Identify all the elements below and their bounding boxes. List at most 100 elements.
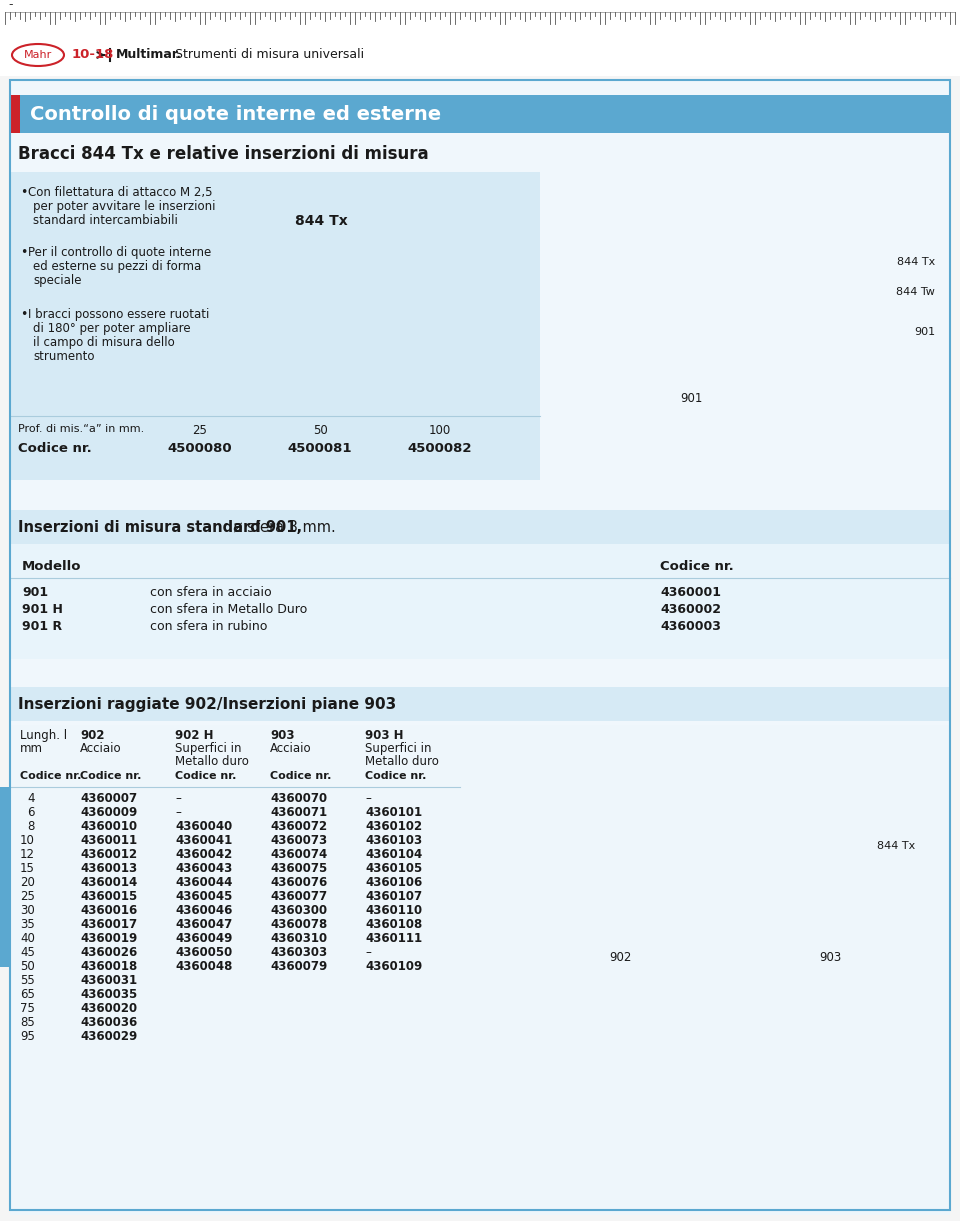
Text: 903: 903: [270, 729, 295, 742]
Text: –: –: [365, 946, 371, 958]
Text: 10-18: 10-18: [72, 49, 114, 61]
Text: 844 Tx: 844 Tx: [876, 841, 915, 851]
Text: 4360026: 4360026: [80, 946, 137, 958]
Bar: [0, 0, 960, 76]
Text: con sfera in Metallo Duro: con sfera in Metallo Duro: [150, 603, 307, 617]
Text: 4360048: 4360048: [175, 960, 232, 973]
Text: 4360035: 4360035: [80, 988, 137, 1001]
Text: 12: 12: [20, 849, 35, 861]
Text: standard intercambiabili: standard intercambiabili: [33, 214, 178, 227]
Bar: [10, 687, 950, 720]
Text: 20: 20: [20, 875, 35, 889]
Text: 4360108: 4360108: [365, 918, 422, 930]
Text: 903 H: 903 H: [365, 729, 403, 742]
Text: 4360107: 4360107: [365, 890, 422, 904]
Text: 75: 75: [20, 1002, 35, 1015]
Text: 4360103: 4360103: [365, 834, 422, 847]
Text: Superfici in: Superfici in: [175, 742, 242, 755]
Text: 4360040: 4360040: [175, 821, 232, 833]
Text: Multimar.: Multimar.: [116, 49, 182, 61]
Text: 4360300: 4360300: [270, 904, 327, 917]
Text: Codice nr.: Codice nr.: [80, 770, 141, 781]
Bar: [10, 725, 950, 1215]
Text: 4360017: 4360017: [80, 918, 137, 930]
Text: 4360002: 4360002: [660, 603, 721, 617]
Text: 4360010: 4360010: [80, 821, 137, 833]
Text: 40: 40: [20, 932, 35, 945]
Text: 4360045: 4360045: [175, 890, 232, 904]
Text: Modello: Modello: [22, 560, 82, 573]
Text: 4500081: 4500081: [288, 442, 352, 455]
Text: 902: 902: [609, 951, 631, 965]
Text: Superfici in: Superfici in: [365, 742, 431, 755]
Text: 4360079: 4360079: [270, 960, 327, 973]
Text: 4360050: 4360050: [175, 946, 232, 958]
Text: Strumenti di misura universali: Strumenti di misura universali: [175, 49, 364, 61]
Text: 25: 25: [20, 890, 35, 904]
Text: 4360029: 4360029: [80, 1031, 137, 1043]
Text: 4360101: 4360101: [365, 806, 422, 819]
Text: 85: 85: [20, 1016, 35, 1029]
Text: Codice nr.: Codice nr.: [175, 770, 236, 781]
Text: 4360303: 4360303: [270, 946, 327, 958]
Text: 4360110: 4360110: [365, 904, 422, 917]
Text: Acciaio: Acciaio: [80, 742, 122, 755]
Text: 4: 4: [28, 792, 35, 805]
Text: 844 Tx: 844 Tx: [295, 214, 348, 228]
Text: 4360036: 4360036: [80, 1016, 137, 1029]
Text: con sfera in rubino: con sfera in rubino: [150, 620, 268, 632]
Text: 4360075: 4360075: [270, 862, 327, 875]
Text: 4360012: 4360012: [80, 849, 137, 861]
Text: 4360015: 4360015: [80, 890, 137, 904]
Text: •: •: [20, 245, 28, 259]
Text: 844 Tx: 844 Tx: [897, 256, 935, 267]
Bar: [10, 172, 540, 480]
Bar: [10, 510, 950, 545]
Text: 901: 901: [680, 392, 703, 405]
Text: per poter avvitare le inserzioni: per poter avvitare le inserzioni: [33, 200, 215, 212]
Text: 4360043: 4360043: [175, 862, 232, 875]
Text: 50: 50: [20, 960, 35, 973]
Text: 901: 901: [22, 586, 48, 600]
Text: 4360047: 4360047: [175, 918, 232, 930]
Text: 8: 8: [28, 821, 35, 833]
Text: Inserzioni di misura standard 901,: Inserzioni di misura standard 901,: [18, 519, 302, 535]
Text: Metallo duro: Metallo duro: [175, 755, 249, 768]
Text: I bracci possono essere ruotati: I bracci possono essere ruotati: [28, 308, 209, 321]
Text: Per il controllo di quote interne: Per il controllo di quote interne: [28, 245, 211, 259]
Text: 4360031: 4360031: [80, 974, 137, 987]
Text: 4360109: 4360109: [365, 960, 422, 973]
Text: 4360019: 4360019: [80, 932, 137, 945]
Text: 35: 35: [20, 918, 35, 930]
Text: ed esterne su pezzi di forma: ed esterne su pezzi di forma: [33, 260, 202, 274]
Text: 4360016: 4360016: [80, 904, 137, 917]
Text: 4500080: 4500080: [168, 442, 232, 455]
Text: 903: 903: [819, 951, 841, 965]
Text: Codice nr.: Codice nr.: [365, 770, 426, 781]
Text: Codice nr.: Codice nr.: [20, 770, 82, 781]
Text: 844 Tw: 844 Tw: [896, 287, 935, 297]
Text: 902: 902: [80, 729, 105, 742]
Text: 4360105: 4360105: [365, 862, 422, 875]
Text: 4360011: 4360011: [80, 834, 137, 847]
Text: 4360074: 4360074: [270, 849, 327, 861]
Text: 4360072: 4360072: [270, 821, 327, 833]
Text: 4360070: 4360070: [270, 792, 327, 805]
Text: 4360042: 4360042: [175, 849, 232, 861]
Text: il campo di misura dello: il campo di misura dello: [33, 336, 175, 349]
Text: speciale: speciale: [33, 274, 82, 287]
Text: 4500082: 4500082: [408, 442, 472, 455]
Bar: [10, 95, 20, 133]
Text: Lungh. l: Lungh. l: [20, 729, 67, 742]
Text: 4360009: 4360009: [80, 806, 137, 819]
Text: 4360041: 4360041: [175, 834, 232, 847]
Text: 4360310: 4360310: [270, 932, 327, 945]
Text: strumento: strumento: [33, 350, 94, 363]
Text: 4360106: 4360106: [365, 875, 422, 889]
Text: 4360046: 4360046: [175, 904, 232, 917]
Text: 4360076: 4360076: [270, 875, 327, 889]
Text: Inserzioni raggiate 902/Inserzioni piane 903: Inserzioni raggiate 902/Inserzioni piane…: [18, 696, 396, 712]
Text: 100: 100: [429, 424, 451, 437]
Text: 901: 901: [914, 327, 935, 337]
Text: Con filettatura di attacco M 2,5: Con filettatura di attacco M 2,5: [28, 186, 212, 199]
